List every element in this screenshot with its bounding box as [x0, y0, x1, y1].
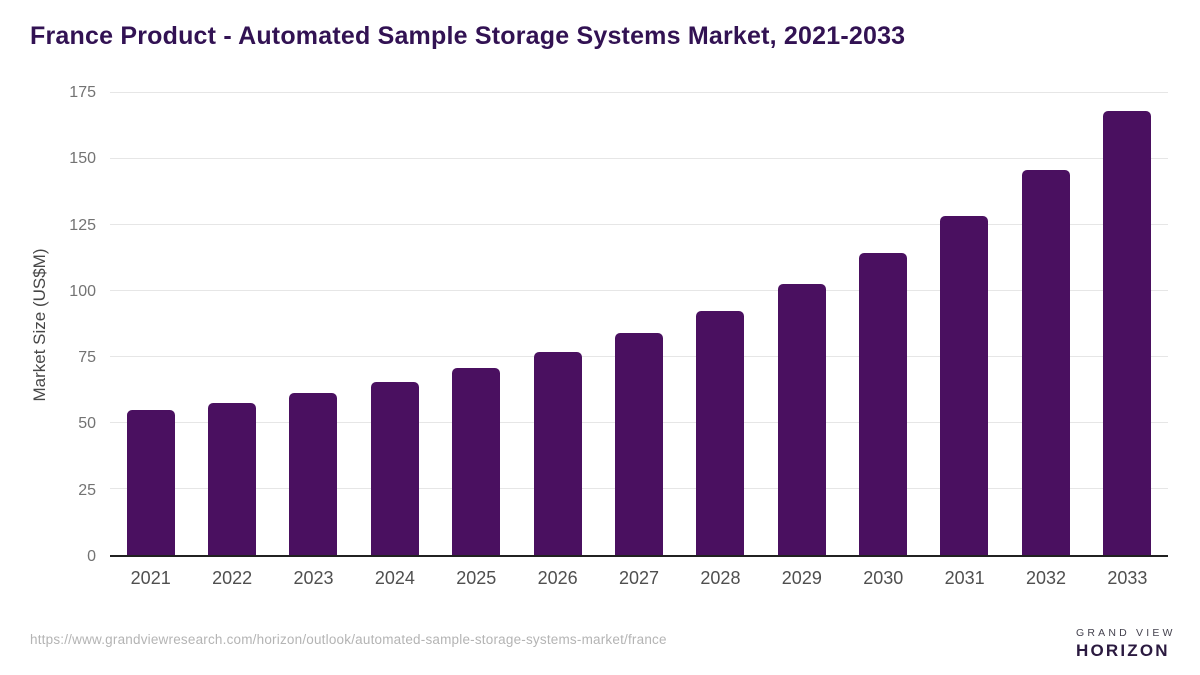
y-tick-50: 50 — [78, 415, 96, 433]
bar-2029 — [777, 284, 826, 555]
bar-2021 — [126, 410, 175, 555]
x-label-2027: 2027 — [619, 568, 660, 588]
x-label-2030: 2030 — [863, 568, 904, 588]
bar-2022 — [208, 402, 257, 555]
bar-2032 — [1021, 169, 1070, 555]
y-tick-25: 25 — [78, 481, 96, 499]
bar-2028 — [696, 311, 745, 555]
x-label-2028: 2028 — [700, 568, 741, 588]
logo-text: GRAND VIEW HORIZON — [1076, 627, 1176, 661]
x-label-2031: 2031 — [944, 568, 985, 588]
horizon-sunset-icon — [1017, 620, 1065, 668]
x-label-2023: 2023 — [293, 568, 334, 588]
y-tick-0: 0 — [87, 548, 96, 565]
plot-area — [110, 92, 1168, 557]
bar-series — [110, 93, 1168, 555]
x-label-2022: 2022 — [212, 568, 253, 588]
gridline-150 — [110, 158, 1168, 159]
bar-2030 — [859, 253, 908, 555]
x-label-2021: 2021 — [130, 568, 171, 588]
icon-reflection-line-1 — [1034, 647, 1048, 650]
x-label-2029: 2029 — [781, 568, 822, 588]
bar-2023 — [289, 392, 338, 555]
bar-2026 — [533, 352, 582, 555]
x-axis-labels: 2021 2022 2023 2024 2025 2026 2027 2028 2029 2030… — [110, 568, 1168, 589]
grand-view-horizon-logo: GRAND VIEW HORIZON — [1017, 620, 1176, 668]
logo-product-name: HORIZON — [1076, 641, 1170, 660]
y-tick-175: 175 — [69, 84, 96, 101]
x-label-2024: 2024 — [374, 568, 415, 588]
chart-title: France Product - Automated Sample Storag… — [30, 22, 906, 50]
source-url: https://www.grandviewresearch.com/horizo… — [30, 632, 667, 647]
y-tick-150: 150 — [69, 150, 96, 168]
icon-sun — [1030, 633, 1052, 644]
x-label-2032: 2032 — [1025, 568, 1067, 588]
logo-brand-name: GRAND VIEW — [1076, 627, 1176, 639]
gridline-125 — [110, 224, 1168, 225]
bar-2024 — [370, 381, 419, 555]
y-tick-75: 75 — [78, 349, 96, 367]
x-label-2025: 2025 — [456, 568, 497, 588]
gridline-175 — [110, 92, 1168, 93]
bar-2027 — [614, 333, 663, 555]
icon-reflection-line-2 — [1036, 653, 1046, 656]
bar-2025 — [452, 367, 501, 555]
y-tick-125: 125 — [69, 216, 96, 234]
x-label-2026: 2026 — [537, 568, 578, 588]
y-axis-tick-labels: 0 25 50 75 100 125 150 175 — [0, 85, 96, 565]
bar-2031 — [940, 215, 989, 555]
y-tick-100: 100 — [69, 282, 96, 300]
bar-2033 — [1103, 111, 1152, 555]
x-label-2033: 2033 — [1107, 568, 1148, 588]
gridline-100 — [110, 290, 1168, 291]
